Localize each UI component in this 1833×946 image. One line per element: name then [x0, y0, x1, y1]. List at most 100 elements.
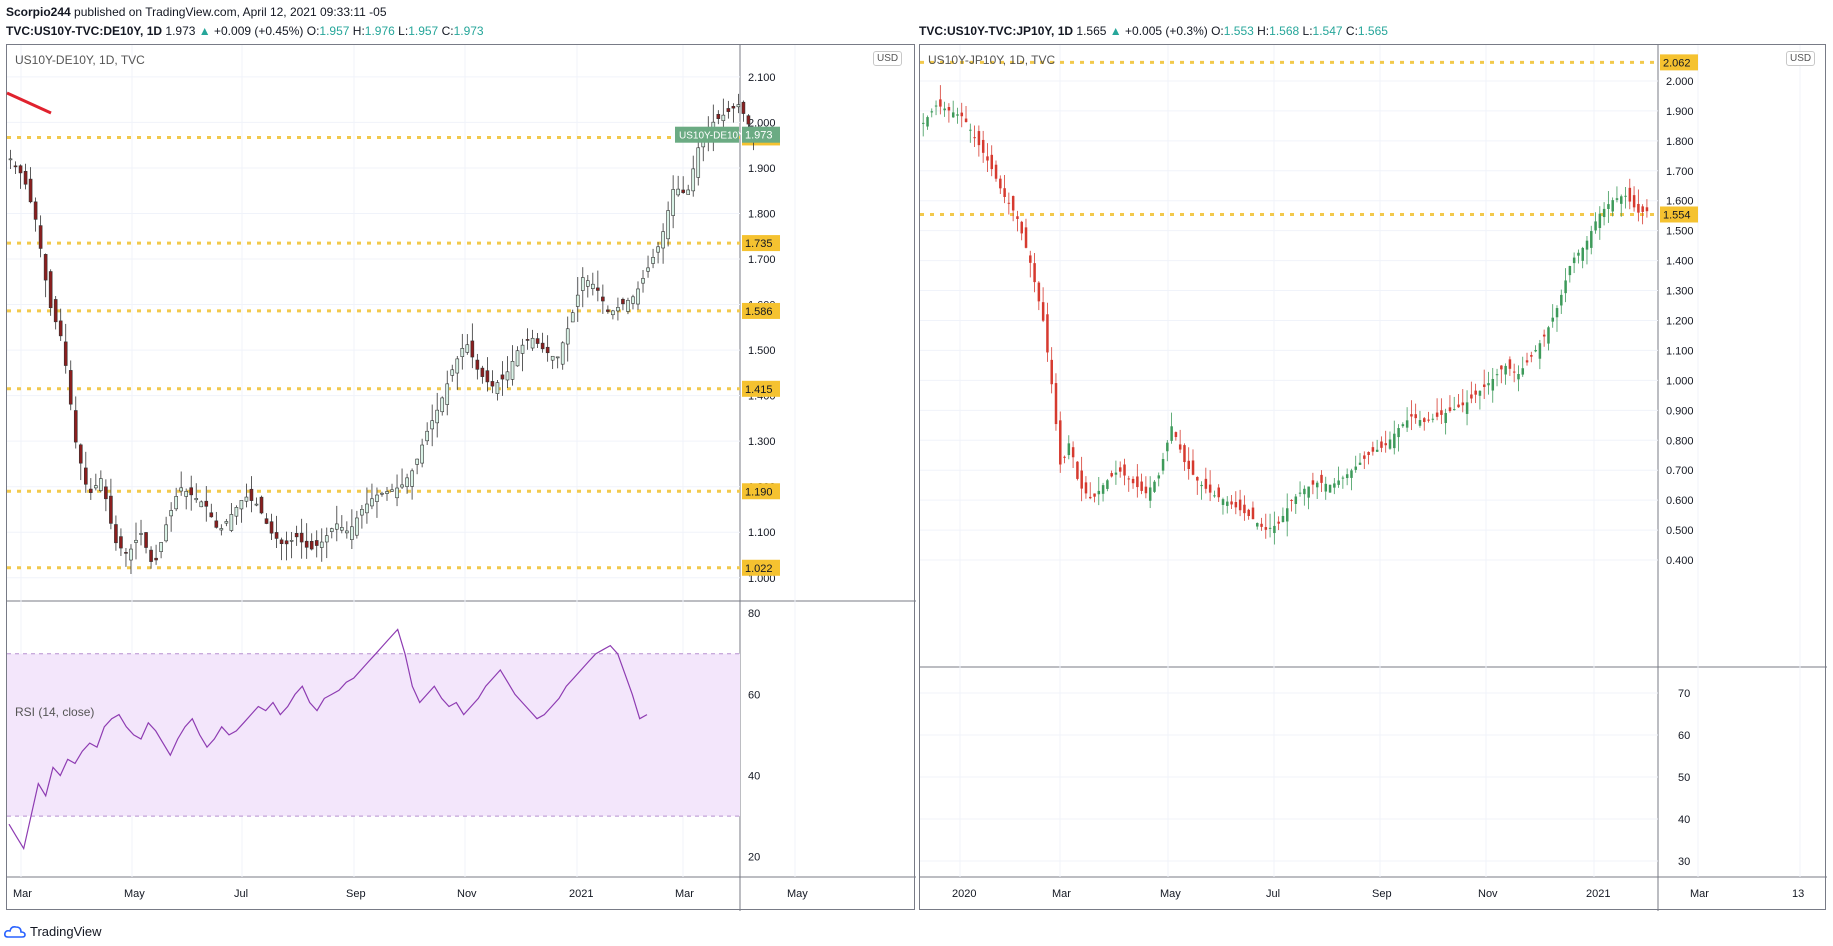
- left-candle-body: [289, 540, 294, 542]
- right-symbol-header: TVC:US10Y-TVC:JP10Y, 1D 1.565 ▲ +0.005 (…: [919, 24, 1388, 38]
- left-candle-body: [510, 360, 515, 380]
- left-candle-body: [480, 367, 485, 377]
- left-candle-body: [169, 510, 173, 517]
- left-candle-body: [324, 535, 329, 543]
- left-candle-body: [224, 521, 229, 524]
- right-chart-svg[interactable]: 2.000 1.900 1.800 1.700 1.600 1.500 1.400 1.300…: [920, 45, 1827, 911]
- left-y-tick-label: 1.100: [748, 527, 776, 539]
- left-x-tick-label: Mar: [13, 888, 32, 900]
- left-candle-body: [741, 101, 746, 114]
- left-candle-body: [465, 344, 470, 353]
- left-candle-body: [550, 355, 555, 361]
- right-candle-body: [990, 154, 994, 170]
- right-x-tick-label: 2021: [1586, 888, 1610, 900]
- footer-brand[interactable]: TradingView: [30, 924, 102, 939]
- right-candle-body: [1144, 486, 1148, 494]
- right-y-tick-label: 1.400: [1666, 256, 1694, 268]
- left-candle-body: [425, 430, 429, 442]
- left-candle-body: [686, 189, 691, 195]
- right-candle-body: [1221, 499, 1225, 505]
- left-candle-body: [721, 114, 726, 122]
- left-candle-body: [661, 231, 665, 249]
- left-candle-body: [340, 527, 344, 531]
- right-candle-body: [1131, 478, 1135, 484]
- left-candle-body: [380, 492, 384, 495]
- left-candle-body: [53, 299, 58, 323]
- right-low-label: L:: [1302, 24, 1313, 38]
- right-candle-body: [1238, 499, 1242, 511]
- left-open-label: O:: [306, 24, 320, 38]
- left-low-label: L:: [398, 24, 409, 38]
- right-currency-button[interactable]: USD: [1786, 51, 1816, 66]
- right-lower-y-tick-label: 50: [1678, 772, 1690, 784]
- left-candle-body: [555, 356, 560, 359]
- right-candle-body: [1547, 327, 1550, 344]
- left-candle-body: [360, 508, 364, 516]
- right-candle-body: [1375, 449, 1379, 452]
- right-candle-body: [1337, 480, 1340, 485]
- right-candle-body: [1380, 441, 1383, 448]
- left-candle-body: [545, 346, 550, 354]
- right-level-label: 1.554: [1663, 209, 1691, 221]
- right-y-tick-label: 1.300: [1666, 286, 1694, 298]
- rsi-line: [8, 628, 648, 851]
- right-candle-body: [1590, 231, 1593, 248]
- rsi-band: [7, 653, 740, 817]
- right-candle-body: [1393, 433, 1396, 449]
- right-candle-body: [1290, 499, 1293, 501]
- right-candle-body: [1637, 203, 1640, 213]
- left-chart-svg[interactable]: 2.1002.0001.9001.8001.7001.6001.5001.400…: [6, 45, 916, 911]
- publisher-name[interactable]: Scorpio244: [6, 5, 71, 19]
- right-chart-panel[interactable]: 2.000 1.900 1.800 1.700 1.600 1.500 1.400 1.300…: [919, 44, 1827, 911]
- right-candle-body: [1607, 204, 1610, 209]
- left-candle-body: [515, 350, 520, 367]
- left-last-price-tag-bg: [742, 126, 780, 143]
- left-candle-body: [460, 348, 465, 357]
- right-candle-body: [1037, 282, 1041, 302]
- left-close: 1.973: [453, 24, 484, 38]
- left-symbol[interactable]: TVC:US10Y-TVC:DE10Y, 1D: [6, 24, 163, 38]
- right-candle-body: [1166, 442, 1169, 452]
- publish-text: published on TradingView.com, April 12, …: [74, 5, 387, 19]
- right-candle-body: [1260, 523, 1263, 527]
- right-candle-body: [1076, 461, 1079, 479]
- right-candle-body: [926, 117, 929, 127]
- left-candle-body: [239, 500, 244, 510]
- left-candle-body: [631, 296, 635, 304]
- left-candle-body: [319, 541, 324, 548]
- right-lower-y-tick-label: 60: [1678, 730, 1690, 742]
- left-candle-body: [560, 342, 565, 365]
- left-candle-body: [415, 458, 419, 465]
- left-candle-body: [179, 487, 183, 492]
- left-candle-body: [164, 524, 168, 542]
- left-candle-body: [33, 201, 38, 220]
- right-candle-body: [1564, 280, 1567, 294]
- right-candle-body: [1024, 227, 1028, 248]
- right-candle-body: [1286, 508, 1289, 522]
- right-candle-body: [999, 178, 1002, 189]
- left-candle-body: [144, 532, 148, 548]
- right-candle-body: [1097, 490, 1101, 495]
- right-candle-body: [1161, 459, 1165, 471]
- left-candle-body: [189, 487, 194, 496]
- left-chart-panel[interactable]: 2.1002.0001.9001.8001.7001.6001.5001.400…: [6, 44, 916, 911]
- left-candle-body: [651, 257, 655, 264]
- left-candle-body: [104, 486, 108, 500]
- right-candle-body: [1521, 368, 1525, 375]
- left-candle-body: [18, 165, 23, 174]
- left-candle-body: [390, 489, 394, 492]
- right-candle-body: [973, 137, 976, 139]
- left-candle-body: [716, 114, 721, 119]
- right-candle-body: [1174, 432, 1178, 438]
- right-symbol[interactable]: TVC:US10Y-TVC:JP10Y, 1D: [919, 24, 1074, 38]
- left-candle-body: [385, 491, 389, 494]
- left-candle-body: [621, 298, 625, 305]
- left-candle-body: [149, 549, 153, 562]
- left-currency-button[interactable]: USD: [873, 51, 903, 66]
- right-open: 1.553: [1223, 24, 1254, 38]
- right-candle-body: [1555, 308, 1559, 318]
- right-candle-body: [1478, 390, 1482, 396]
- left-level-tag: [742, 483, 780, 500]
- right-last-price: 1.565: [1076, 24, 1107, 38]
- left-y-tick-label: 2.000: [748, 117, 776, 129]
